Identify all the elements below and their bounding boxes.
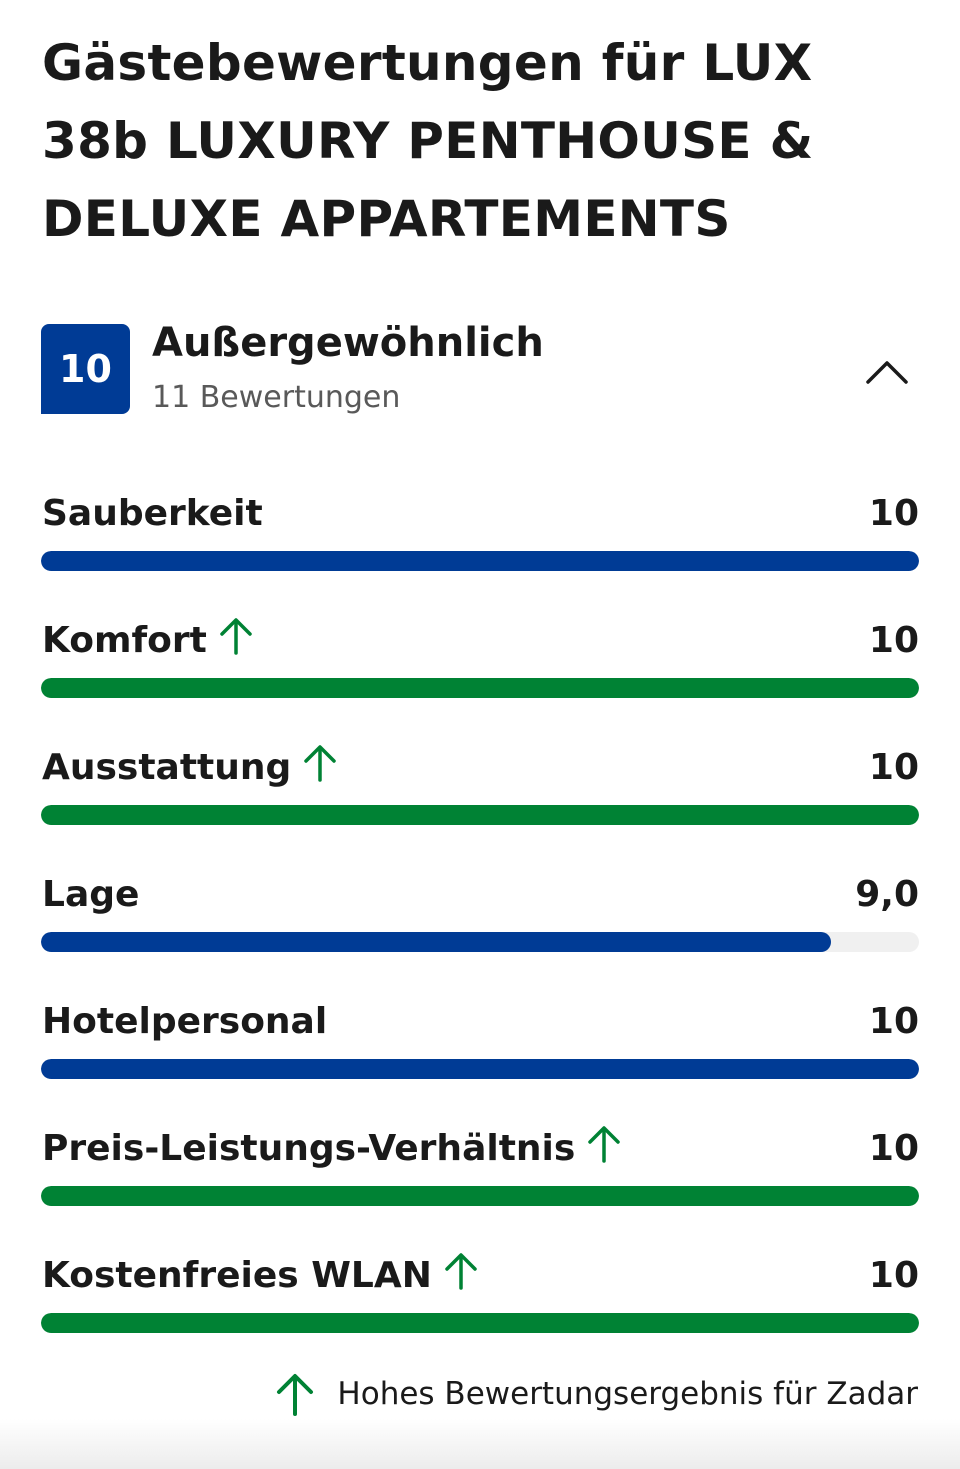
category-score: 10 <box>868 1255 919 1296</box>
score-bar-track <box>41 1313 919 1333</box>
category-name: Hotelpersonal <box>42 996 327 1048</box>
score-bar-track <box>41 932 919 952</box>
category-score: 10 <box>868 1128 919 1169</box>
category-rating: Lage 9,0 <box>41 869 919 996</box>
score-bar-fill <box>41 1186 919 1206</box>
score-bar-fill <box>41 1059 919 1079</box>
category-score: 10 <box>868 620 919 661</box>
category-label: Hotelpersonal <box>42 1001 328 1042</box>
chevron-up-icon <box>866 361 908 384</box>
score-bar-track <box>41 551 919 571</box>
category-rating: Ausstattung 10 <box>41 742 919 869</box>
arrow-up-icon <box>304 745 337 782</box>
category-name: Lage <box>42 869 139 921</box>
category-label: Lage <box>42 874 140 915</box>
category-name: Preis-Leistungs-Verhältnis <box>42 1123 621 1175</box>
category-rating: Preis-Leistungs-Verhältnis 10 <box>41 1123 919 1250</box>
score-bar-fill <box>41 1313 919 1333</box>
score-bar-track <box>41 1186 919 1206</box>
category-rating: Sauberkeit 10 <box>41 488 919 615</box>
category-header: Sauberkeit 10 <box>41 488 919 540</box>
score-bar-fill <box>41 805 919 825</box>
score-bar-fill <box>41 551 919 571</box>
category-name: Kostenfreies WLAN <box>42 1250 478 1302</box>
score-bar-fill <box>41 932 832 952</box>
category-score: 10 <box>868 747 919 788</box>
score-badge: 10 <box>41 324 130 414</box>
category-score: 10 <box>868 1001 919 1042</box>
arrow-up-icon <box>445 1253 477 1290</box>
category-label: Preis-Leistungs-Verhältnis <box>42 1128 576 1169</box>
category-rating: Komfort 10 <box>41 615 919 742</box>
score-bar-fill <box>41 678 919 698</box>
arrow-up-icon <box>220 618 252 655</box>
legend-text: Hohes Bewertungsergebnis für Zadar <box>337 1376 918 1412</box>
category-label: Komfort <box>42 620 207 661</box>
category-score: 9,0 <box>855 874 919 915</box>
category-name: Sauberkeit <box>42 488 263 540</box>
category-header: Lage 9,0 <box>41 869 919 921</box>
review-count: 11 Bewertungen <box>152 380 401 415</box>
collapse-button[interactable] <box>862 352 912 392</box>
score-bar-track <box>41 805 919 825</box>
category-ratings-list: Sauberkeit 10 Komfort 10 Ausstattung 10 Lage 9,… <box>41 488 919 1377</box>
score-label: Außergewöhnlich <box>152 320 544 366</box>
legend: Hohes Bewertungsergebnis für Zadar <box>275 1372 918 1416</box>
bottom-fade <box>0 1419 960 1469</box>
category-header: Preis-Leistungs-Verhältnis 10 <box>41 1123 919 1175</box>
arrow-up-icon <box>588 1126 621 1163</box>
page-title: Gästebewertungen für LUX 38b LUXURY PENT… <box>42 34 814 248</box>
category-rating: Kostenfreies WLAN 10 <box>41 1250 919 1377</box>
review-score-summary: 10 Außergewöhnlich 11 Bewertungen <box>41 320 918 416</box>
category-label: Sauberkeit <box>42 493 263 534</box>
category-name: Komfort <box>42 615 253 667</box>
category-score: 10 <box>868 493 919 534</box>
category-label: Ausstattung <box>42 747 292 788</box>
category-header: Hotelpersonal 10 <box>41 996 919 1048</box>
category-header: Komfort 10 <box>41 615 919 667</box>
category-header: Kostenfreies WLAN 10 <box>41 1250 919 1302</box>
score-bar-track <box>41 1059 919 1079</box>
arrow-up-icon <box>277 1374 314 1416</box>
category-name: Ausstattung <box>42 742 337 794</box>
category-label: Kostenfreies WLAN <box>42 1255 432 1296</box>
category-rating: Hotelpersonal 10 <box>41 996 919 1123</box>
category-header: Ausstattung 10 <box>41 742 919 794</box>
score-bar-track <box>41 678 919 698</box>
